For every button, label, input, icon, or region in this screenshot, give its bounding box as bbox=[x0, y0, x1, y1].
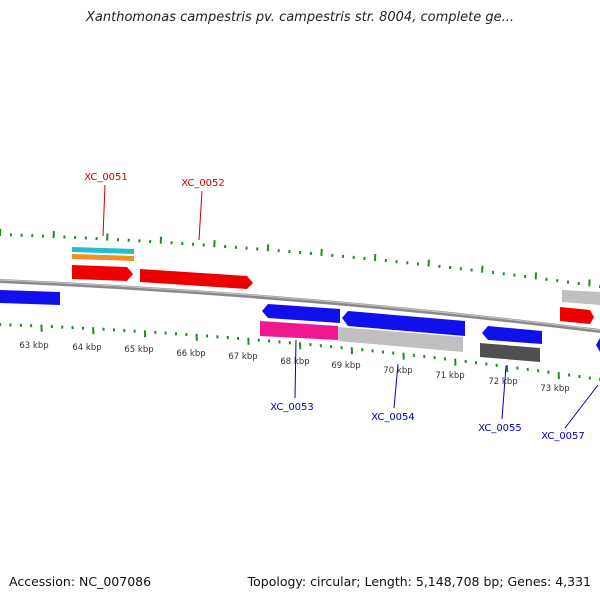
gene-label[interactable]: XC_0053 bbox=[270, 402, 314, 413]
gene-leader-line bbox=[102, 184, 106, 237]
gene-label[interactable]: XC_0051 bbox=[84, 172, 128, 183]
feature-orange[interactable] bbox=[72, 254, 134, 261]
gene-label[interactable]: XC_0057 bbox=[541, 431, 585, 442]
tick-label: 72 kbp bbox=[488, 377, 517, 387]
tick-label: 64 kbp bbox=[72, 343, 101, 353]
tick-label: 70 kbp bbox=[383, 366, 412, 376]
feature-cyan[interactable] bbox=[72, 247, 134, 254]
feature-darkgray[interactable] bbox=[480, 343, 540, 362]
gene-arrow-left-edge[interactable] bbox=[0, 290, 60, 305]
bottom-tick-track bbox=[0, 322, 600, 382]
gene-arrow-red-right[interactable] bbox=[560, 307, 594, 324]
genome-backbone bbox=[0, 279, 600, 333]
genome-summary-text: Topology: circular; Length: 5,148,708 bp… bbox=[247, 574, 591, 589]
feature-gray-right[interactable] bbox=[562, 290, 600, 305]
top-tick-track bbox=[0, 228, 600, 288]
tick-label: 69 kbp bbox=[331, 361, 360, 371]
reverse-features bbox=[0, 290, 600, 362]
tick-labels: 63 kbp 64 kbp 65 kbp 66 kbp 67 kbp 68 kbp 69 k… bbox=[19, 341, 569, 394]
gene-label[interactable]: XC_0055 bbox=[478, 423, 522, 434]
genome-backbone-highlight bbox=[0, 279, 600, 331]
gene-leader-line bbox=[198, 190, 203, 241]
tick-label: 66 kbp bbox=[176, 349, 205, 359]
gene-arrow-xc-0052[interactable] bbox=[140, 269, 253, 289]
gene-leader-line bbox=[564, 384, 599, 429]
gene-labels: XC_0051 XC_0052 XC_0053 XC_0054 XC_0055 XC_00… bbox=[84, 172, 599, 442]
tick-label: 63 kbp bbox=[19, 341, 48, 351]
gene-arrow-xc-0057[interactable] bbox=[596, 338, 600, 352]
gene-arrow-xc-0053[interactable] bbox=[262, 304, 340, 323]
gene-label[interactable]: XC_0054 bbox=[371, 412, 415, 423]
tick-label: 67 kbp bbox=[228, 352, 257, 362]
tick-label: 71 kbp bbox=[435, 371, 464, 381]
forward-features bbox=[72, 247, 600, 324]
map-title: Xanthomonas campestris pv. campestris st… bbox=[86, 10, 514, 25]
tick-label: 68 kbp bbox=[280, 357, 309, 367]
gene-leader-line bbox=[393, 363, 399, 409]
accession-text: Accession: NC_007086 bbox=[9, 574, 152, 589]
gene-arrow-xc-0054[interactable] bbox=[342, 311, 465, 336]
tick-label: 73 kbp bbox=[540, 384, 569, 394]
gene-leader-line bbox=[501, 365, 507, 420]
gene-label[interactable]: XC_0052 bbox=[181, 178, 225, 189]
gene-arrow-xc-0051[interactable] bbox=[72, 265, 133, 281]
gene-leader-line bbox=[294, 339, 297, 399]
gene-arrow-xc-0055[interactable] bbox=[482, 326, 542, 344]
feature-lightgray-long[interactable] bbox=[338, 327, 463, 352]
tick-label: 65 kbp bbox=[124, 345, 153, 355]
feature-magenta[interactable] bbox=[260, 321, 338, 340]
